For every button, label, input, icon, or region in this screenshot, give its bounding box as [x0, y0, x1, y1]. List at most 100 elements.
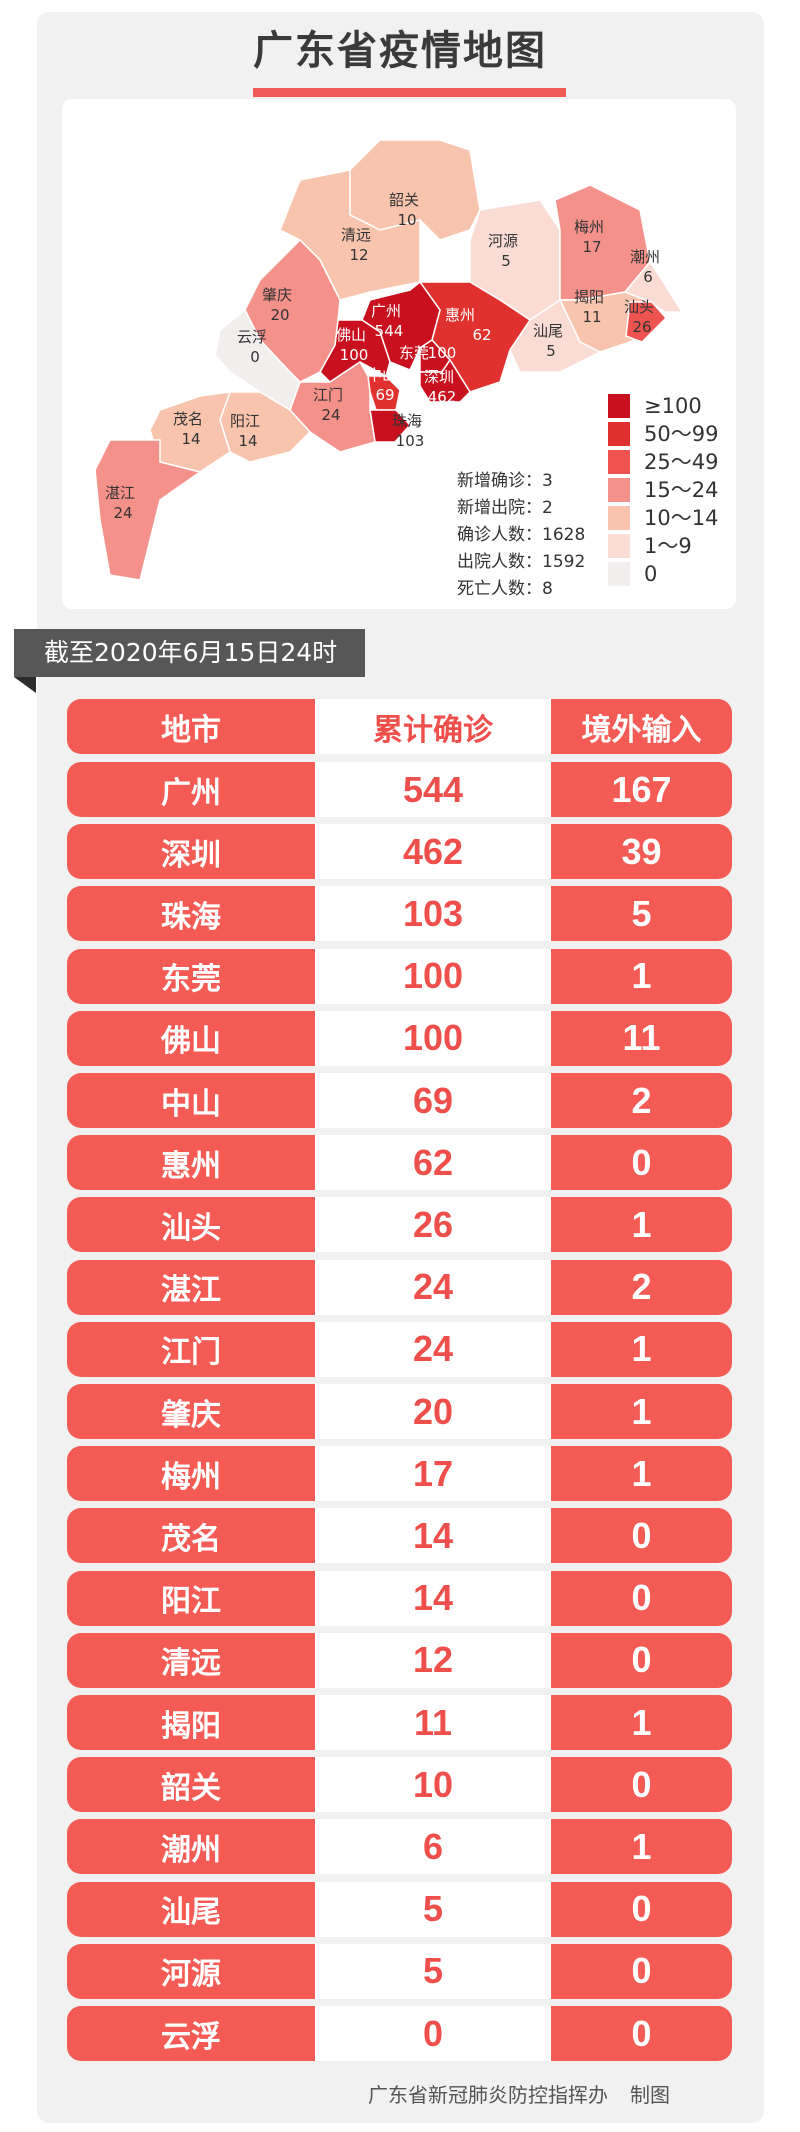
map-legend: ≥100 50～99 25～49 15～24 10～14 1～9 0 — [608, 392, 718, 588]
city-cell: 茂名 — [67, 1508, 315, 1564]
region-label: 中山 — [367, 366, 397, 384]
city-cell: 韶关 — [67, 1757, 315, 1813]
page-title: 广东省疫情地图 — [253, 28, 547, 74]
confirmed-cell: 5 — [315, 1881, 551, 1937]
confirmed-cell: 26 — [315, 1197, 551, 1253]
legend-swatch — [608, 478, 630, 502]
region-6 — [625, 301, 668, 343]
region-value: 0 — [250, 348, 260, 366]
region-value: 10 — [397, 211, 416, 229]
confirmed-cell: 20 — [315, 1384, 551, 1439]
region-value: 26 — [632, 318, 651, 336]
legend-swatch — [608, 394, 630, 418]
legend-item: 10～14 — [608, 504, 718, 532]
city-cell: 佛山 — [67, 1010, 315, 1066]
region-label: 惠州 — [445, 306, 475, 324]
confirmed-cell: 103 — [315, 886, 551, 942]
confirmed-cell: 100 — [315, 948, 551, 1004]
legend-label: ≥100 — [644, 394, 702, 418]
stat-line: 死亡人数：8 — [457, 579, 553, 599]
imported-cell: 1 — [551, 1321, 732, 1377]
city-cell: 云浮 — [67, 2006, 315, 2061]
table-row: 云浮 0 0 — [67, 2006, 732, 2061]
city-cell: 汕尾 — [67, 1881, 315, 1937]
stat-line: 出院人数：1592 — [457, 552, 586, 572]
legend-label: 10～14 — [644, 506, 719, 530]
confirmed-cell: 14 — [315, 1570, 551, 1626]
stat-line: 新增确诊：3 — [457, 471, 553, 491]
imported-cell: 2 — [551, 1259, 732, 1315]
imported-cell: 39 — [551, 824, 732, 880]
region-label: 揭阳 — [574, 288, 604, 306]
footer-credit: 广东省新冠肺炎防控指挥办 制图 — [368, 2079, 670, 2108]
imported-cell: 1 — [551, 1446, 732, 1502]
legend-item: 0 — [608, 560, 718, 588]
table-row: 揭阳 11 1 — [67, 1695, 732, 1750]
city-cell: 江门 — [67, 1321, 315, 1377]
legend-item: 50～99 — [608, 420, 718, 448]
table-row: 肇庆 20 1 — [67, 1384, 732, 1439]
confirmed-cell: 24 — [315, 1321, 551, 1377]
table-row: 汕尾 5 0 — [67, 1881, 732, 1937]
imported-cell: 0 — [551, 1135, 732, 1191]
table-row: 韶关 10 0 — [67, 1757, 732, 1813]
region-label: 潮州 — [630, 248, 660, 266]
confirmed-cell: 17 — [315, 1446, 551, 1502]
imported-cell: 1 — [551, 1819, 732, 1875]
region-label: 东莞 — [399, 344, 429, 362]
confirmed-cell: 12 — [315, 1632, 551, 1688]
imported-cell: 1 — [551, 1384, 732, 1439]
city-cell: 阳江 — [67, 1570, 315, 1626]
imported-cell: 1 — [551, 948, 732, 1004]
region-value: 100 — [340, 346, 369, 364]
title-underline — [253, 88, 566, 97]
banner-fold — [14, 677, 36, 693]
region-value: 544 — [375, 322, 404, 340]
city-cell: 东莞 — [67, 948, 315, 1004]
table-row: 河源 5 0 — [67, 1943, 732, 1999]
region-17 — [214, 308, 301, 412]
confirmed-cell: 62 — [315, 1135, 551, 1191]
confirmed-cell: 5 — [315, 1943, 551, 1999]
region-value: 14 — [181, 430, 200, 448]
confirmed-cell: 10 — [315, 1757, 551, 1813]
region-value: 100 — [428, 344, 457, 362]
legend-swatch — [608, 422, 630, 446]
table-row: 惠州 62 0 — [67, 1135, 732, 1191]
column-header: 地市 — [67, 699, 315, 754]
guangdong-map: 韶关 10 清远 12 河源 5 梅州 17 潮州 6 揭阳 11 汕头 26 汕尾 5 惠州 62 广州 544 佛山… — [94, 139, 684, 581]
region-value: 20 — [270, 306, 289, 324]
city-cell: 惠州 — [67, 1135, 315, 1191]
region-value: 14 — [238, 432, 257, 450]
region-value: 24 — [113, 504, 132, 522]
footer-org: 广东省新冠肺炎防控指挥办 — [368, 2083, 608, 2107]
imported-cell: 0 — [551, 1881, 732, 1937]
table-row: 汕头 26 1 — [67, 1197, 732, 1253]
city-cell: 清远 — [67, 1632, 315, 1688]
city-cell: 广州 — [67, 762, 315, 817]
region-label: 湛江 — [105, 484, 135, 502]
region-7 — [509, 298, 602, 373]
region-label: 汕头 — [624, 298, 654, 316]
legend-label: 15～24 — [644, 478, 719, 502]
city-cell: 河源 — [67, 1943, 315, 1999]
confirmed-cell: 100 — [315, 1010, 551, 1066]
region-label: 汕尾 — [533, 322, 563, 340]
legend-swatch — [608, 450, 630, 474]
imported-cell: 11 — [551, 1010, 732, 1066]
column-header: 累计确诊 — [315, 699, 551, 754]
legend-item: ≥100 — [608, 392, 718, 420]
region-value: 5 — [501, 252, 511, 270]
imported-cell: 5 — [551, 886, 732, 942]
region-label: 云浮 — [237, 328, 267, 346]
legend-swatch — [608, 506, 630, 530]
confirmed-cell: 0 — [315, 2006, 551, 2061]
imported-cell: 1 — [551, 1197, 732, 1253]
region-1 — [279, 169, 421, 301]
table-header-row: 地市 累计确诊 境外输入 — [67, 699, 732, 754]
table-row: 梅州 17 1 — [67, 1446, 732, 1502]
legend-swatch — [608, 562, 630, 586]
imported-cell: 2 — [551, 1073, 732, 1128]
stat-line: 确诊人数：1628 — [457, 525, 586, 545]
region-label: 深圳 — [424, 368, 454, 386]
